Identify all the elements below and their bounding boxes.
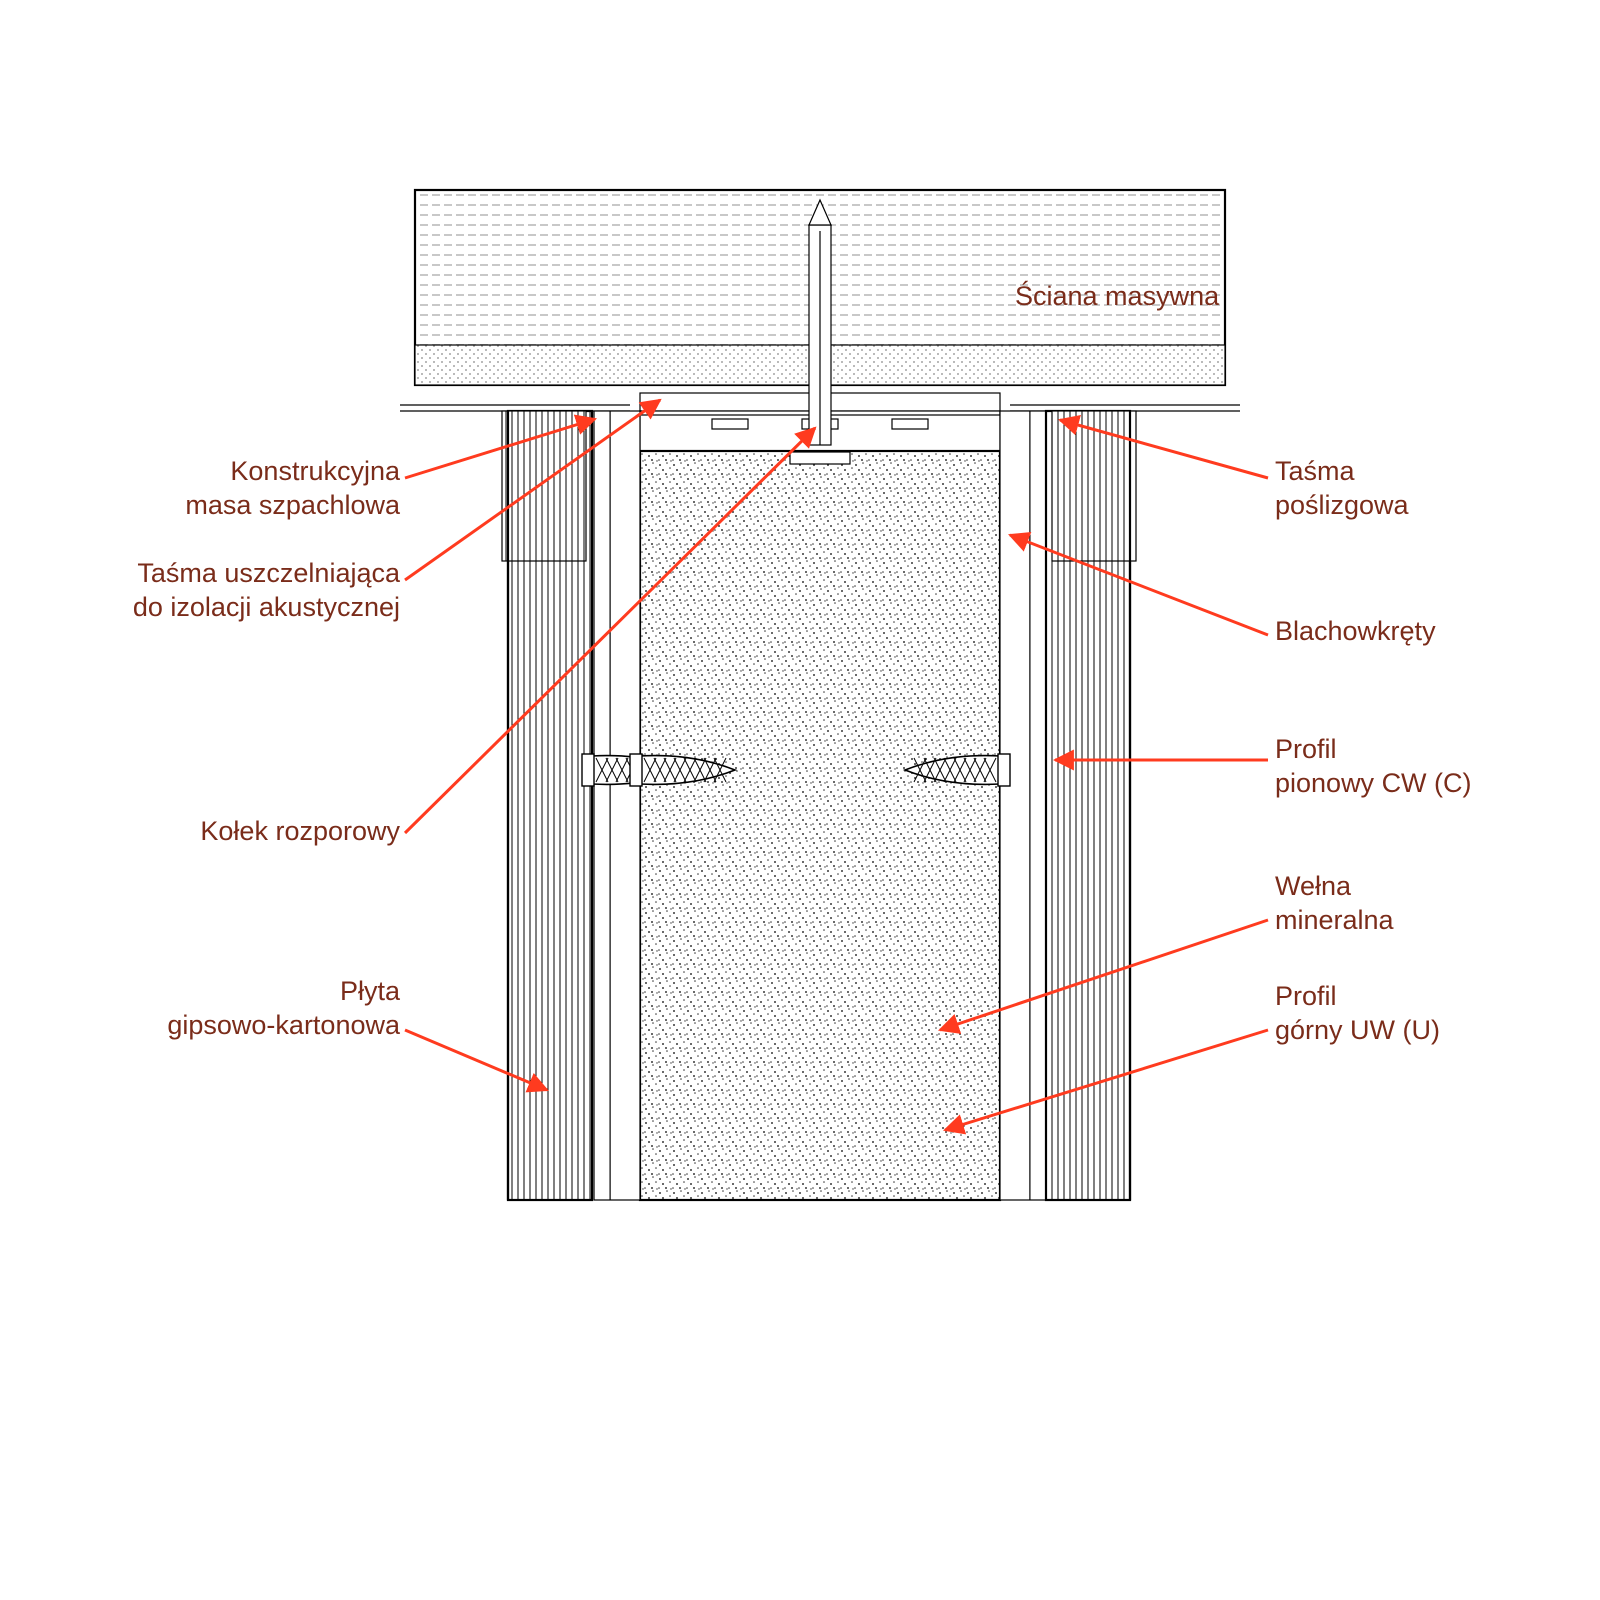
callout-label: Płytagipsowo-kartonowa [167, 976, 401, 1040]
callout-label: Taśma uszczelniającado izolacji akustycz… [133, 558, 401, 622]
drawing-group [400, 190, 1240, 1200]
callout-label: Profilpionowy CW (C) [1275, 734, 1472, 798]
callout-label: Wełnamineralna [1275, 871, 1395, 935]
callout-label: Taśmapoślizgowa [1275, 456, 1410, 520]
callout-label: Profilgórny UW (U) [1275, 981, 1440, 1045]
callout-label: Kołek rozporowy [200, 816, 400, 846]
label-wall: Ściana masywna [1015, 279, 1220, 311]
construction-diagram: Ściana masywna Konstrukcyjnamasa szpachlo… [0, 0, 1600, 1600]
callout-label: Blachowkręty [1275, 616, 1436, 646]
callout-label: Konstrukcyjnamasa szpachlowa [185, 456, 401, 520]
